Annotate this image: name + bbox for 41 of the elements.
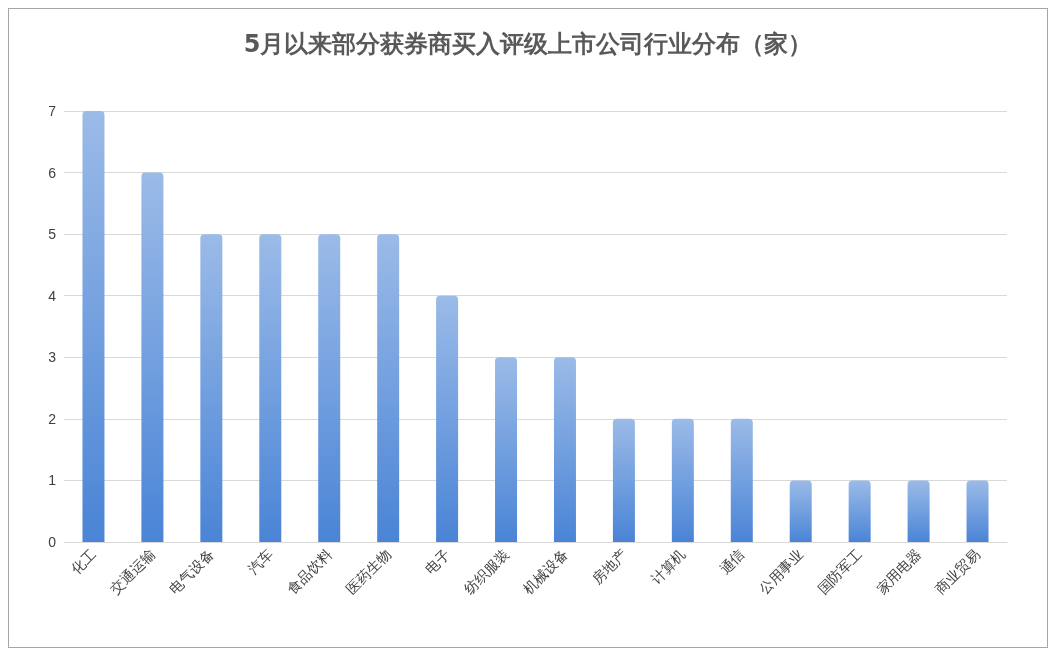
bar [966,480,989,542]
x-tick-label: 化工 [68,546,100,578]
bar [612,418,635,542]
x-tick-label: 计算机 [647,546,689,588]
y-tick-label: 5 [48,226,57,243]
x-tick-label: 汽车 [244,546,276,578]
bar [553,357,576,542]
y-tick-label: 1 [48,472,57,489]
bar [495,357,518,542]
chart-title: 5月以来部分获券商买入评级上市公司行业分布（家） [243,30,813,58]
x-tick-label: 交通运输 [107,546,159,598]
x-tick-label: 房地产 [588,546,630,588]
x-tick-label: 纺织服装 [460,546,512,598]
bar [789,480,812,542]
y-tick-label: 4 [48,287,57,304]
bar [730,418,753,542]
bar [141,172,164,542]
y-tick-label: 3 [48,349,57,366]
bar [671,418,694,542]
x-tick-label: 电子 [421,546,453,578]
bar [200,234,223,542]
x-tick-label: 家用电器 [873,546,925,598]
x-tick-label: 商业贸易 [932,546,984,598]
y-tick-label: 0 [48,534,57,550]
bar [82,111,105,542]
bar [318,234,341,542]
bar [259,234,282,542]
x-tick-label: 国防军工 [814,546,866,598]
x-tick-label: 食品饮料 [283,546,335,598]
x-tick-label: 电气设备 [166,546,217,598]
bar [848,480,871,542]
x-tick-label: 机械设备 [519,546,571,598]
bar [436,295,459,542]
bar [907,480,930,542]
bar [377,234,400,542]
y-tick-label: 6 [48,164,57,181]
y-tick-label: 7 [48,103,57,119]
x-tick-label: 通信 [716,546,748,578]
x-tick-label: 公用事业 [755,546,807,598]
x-tick-label: 医药生物 [342,546,394,598]
y-tick-label: 2 [48,410,57,427]
